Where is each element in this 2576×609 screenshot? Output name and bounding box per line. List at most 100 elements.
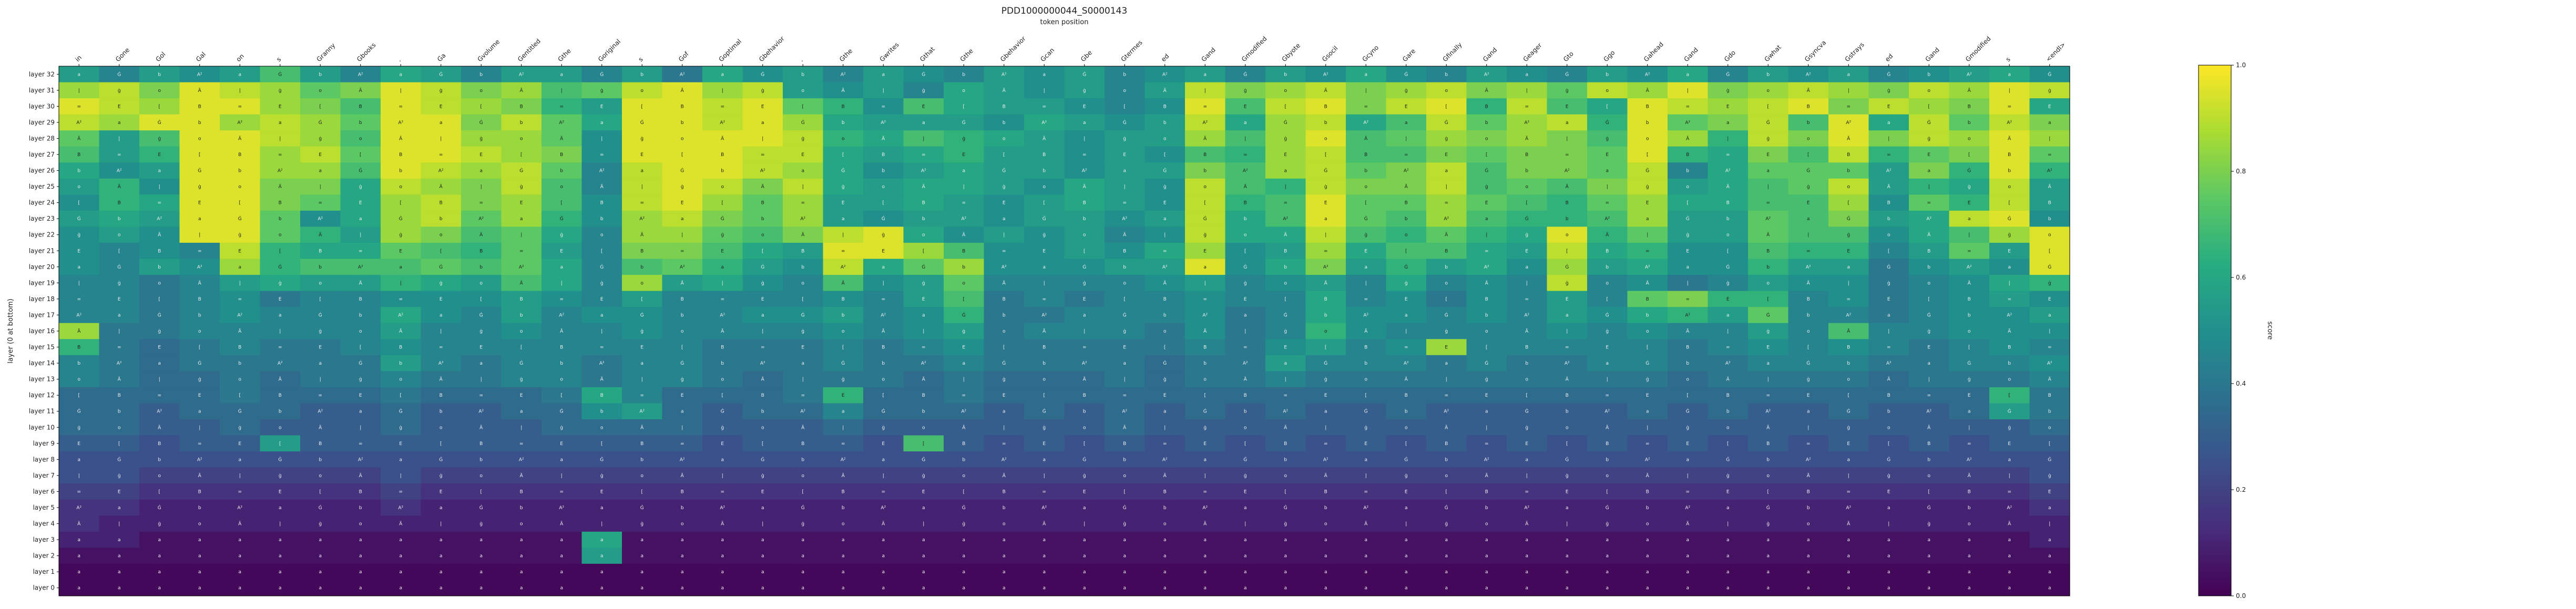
cell-label: o	[520, 522, 523, 527]
heatmap-cell	[783, 178, 824, 195]
cell-label: |	[561, 281, 563, 286]
cell-label: [	[963, 104, 965, 109]
cell-label: Ġ	[1284, 505, 1287, 511]
cell-label: a	[118, 554, 121, 559]
x-tick-label: Ga	[436, 51, 447, 63]
cell-label: E	[1968, 201, 1971, 206]
cell-label: o	[520, 329, 523, 334]
cell-label: b	[1606, 457, 1609, 462]
heatmap-cell	[1305, 178, 1346, 195]
y-tick-label: layer 9	[33, 440, 55, 447]
heatmap-cell	[461, 130, 502, 147]
cell-label: |	[360, 425, 361, 430]
cell-label: B	[118, 201, 121, 206]
cell-label: B	[1646, 489, 1649, 494]
cell-label: Ġ	[1967, 360, 1971, 366]
heatmap-cell	[381, 194, 422, 211]
cell-label: =	[479, 201, 483, 206]
cell-label: ġ	[1445, 136, 1448, 141]
cell-label: |	[1365, 473, 1367, 479]
cell-label: [	[360, 345, 362, 350]
heatmap-cell	[340, 178, 381, 195]
cell-label: b	[640, 457, 643, 462]
cell-label: a	[1927, 361, 1930, 366]
heatmap-cell	[1426, 98, 1467, 115]
heatmap-cell	[1144, 114, 1185, 131]
cell-label: o	[1887, 233, 1890, 238]
cell-label: =	[1967, 249, 1971, 254]
cell-label: Ä	[1003, 473, 1006, 479]
cell-label: |	[762, 522, 763, 527]
heatmap-cell	[99, 194, 140, 211]
cell-label: a	[1646, 538, 1649, 543]
x-tick-label: Goptimal	[717, 38, 743, 64]
cell-label: E	[520, 201, 523, 206]
cell-label: a	[1968, 409, 1971, 415]
cell-label: |	[802, 184, 804, 190]
cell-label: [	[480, 489, 482, 494]
cell-label: =	[117, 345, 121, 350]
cell-label: b	[1646, 120, 1649, 126]
cell-label: A²	[1524, 505, 1529, 511]
cell-label: |	[1204, 473, 1206, 479]
cell-label: A²	[1926, 216, 1931, 222]
cell-label: a	[560, 538, 563, 543]
cell-label: =	[559, 489, 564, 494]
cell-label: Ä	[1807, 88, 1811, 94]
cell-label: ġ	[359, 377, 362, 383]
cell-label: ġ	[1927, 136, 1930, 141]
cell-label: o	[1847, 184, 1850, 190]
cell-label: Ġ	[1203, 216, 1207, 222]
x-tick-label: Geager	[1521, 42, 1543, 63]
cell-label: |	[722, 88, 723, 94]
heatmap-cell	[984, 162, 1025, 179]
cell-label: B	[479, 249, 483, 254]
cell-label: Ġ	[399, 216, 403, 222]
cell-label: Ä	[1203, 328, 1207, 334]
cell-label: a	[1726, 120, 1730, 126]
cell-label: b	[962, 265, 965, 270]
cell-label: ġ	[1042, 233, 1046, 238]
cell-label: ġ	[1847, 233, 1850, 238]
cell-label: ġ	[279, 88, 282, 94]
cell-label: A²	[2007, 313, 2012, 318]
cell-label: B	[1042, 152, 1046, 158]
cell-label: ġ	[1525, 233, 1528, 238]
cell-label: Ä	[158, 425, 161, 430]
cell-label: o	[479, 281, 483, 286]
cell-label: Ä	[2048, 377, 2052, 383]
cell-label: Ġ	[640, 312, 644, 318]
cell-label: [	[1244, 441, 1246, 447]
cell-label: |	[2009, 88, 2010, 94]
heatmap-cell	[1265, 82, 1306, 99]
cell-label: A²	[278, 361, 283, 366]
cell-label: A²	[197, 457, 202, 462]
cell-label: a	[198, 409, 201, 415]
cell-label: A²	[398, 120, 403, 126]
cell-label: |	[883, 88, 884, 94]
cell-label: a	[198, 538, 201, 543]
cell-label: a	[1606, 586, 1609, 591]
cell-label: [	[480, 297, 482, 302]
cell-label: |	[1807, 233, 1809, 238]
cell-label: [	[1405, 441, 1407, 447]
cell-label: A²	[1363, 120, 1368, 126]
cell-label: b	[118, 216, 121, 222]
cell-label: a	[1847, 570, 1850, 575]
heatmap-cell	[702, 194, 743, 211]
cell-label: A²	[1001, 72, 1007, 77]
cell-label: [	[1767, 297, 1769, 302]
heatmap-cell	[381, 66, 422, 83]
heatmap-cell	[179, 114, 220, 131]
cell-label: [	[721, 393, 723, 398]
cell-label: a	[1083, 313, 1086, 318]
cell-label: a	[520, 570, 523, 575]
cell-label: a	[1847, 265, 1850, 270]
cell-label: E	[1807, 201, 1810, 206]
cell-label: a	[721, 570, 724, 575]
heatmap-cell	[1708, 178, 1749, 195]
cell-label: o	[479, 88, 483, 94]
colorbar-tick-label: 0.2	[2236, 486, 2246, 493]
cell-label: a	[962, 554, 965, 559]
cell-label: Ġ	[359, 360, 362, 366]
